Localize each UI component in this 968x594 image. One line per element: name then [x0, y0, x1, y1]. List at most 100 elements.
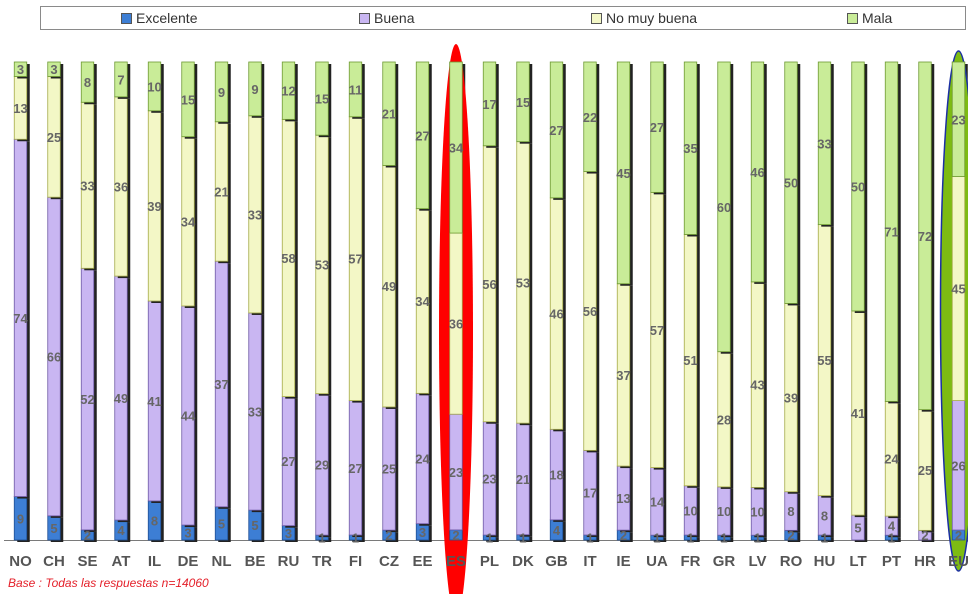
- data-label-be-1: 33: [248, 405, 262, 420]
- data-label-fr-2: 51: [683, 353, 697, 368]
- category-label-lt: LT: [849, 553, 866, 570]
- bar-segment-no-3: [13, 61, 28, 77]
- data-label-ee-2: 34: [415, 294, 430, 309]
- data-label-eu-2: 45: [951, 282, 965, 297]
- bar-segment-fr-3: [683, 61, 698, 235]
- data-label-hu-1: 8: [821, 508, 828, 523]
- data-label-no-1: 74: [13, 311, 28, 326]
- data-label-pl-0: 1: [486, 531, 493, 546]
- legend-swatch-excelente: [121, 12, 132, 24]
- data-label-lt-2: 41: [851, 406, 865, 421]
- data-label-de-0: 3: [184, 526, 191, 541]
- bar-segment-pl-3: [482, 61, 497, 147]
- category-label-gr: GR: [713, 553, 736, 570]
- data-label-es-0: 2: [452, 528, 459, 543]
- data-label-ie-2: 37: [616, 368, 630, 383]
- category-label-be: BE: [245, 553, 266, 570]
- data-label-gb-2: 46: [549, 307, 563, 322]
- data-label-hu-0: 1: [821, 531, 828, 546]
- data-label-hr-2: 25: [918, 463, 932, 478]
- data-label-de-1: 44: [181, 409, 196, 424]
- bar-segment-ro-3: [784, 61, 798, 304]
- bar-segment-it-3: [583, 61, 597, 172]
- chart-legend: Excelente Buena No muy buena Mala: [40, 6, 966, 30]
- data-label-es-2: 36: [449, 317, 463, 332]
- category-label-pt: PT: [882, 553, 901, 570]
- data-label-it-3: 22: [583, 110, 597, 125]
- bar-segment-ru-3: [281, 61, 296, 120]
- data-label-dk-3: 15: [516, 95, 530, 110]
- data-label-lv-3: 46: [750, 165, 764, 180]
- data-label-il-2: 39: [147, 199, 161, 214]
- data-label-fi-2: 57: [348, 252, 362, 267]
- bar-segment-at-3: [114, 61, 128, 98]
- data-label-il-0: 8: [151, 513, 158, 528]
- bar-segment-hr-3: [918, 61, 932, 411]
- data-label-lt-1: 5: [854, 521, 861, 536]
- category-label-lv: LV: [748, 553, 766, 570]
- data-label-il-1: 41: [147, 394, 161, 409]
- category-label-cz: CZ: [379, 553, 399, 570]
- data-label-fi-1: 27: [348, 461, 362, 476]
- data-label-hr-3: 72: [918, 229, 932, 244]
- data-label-at-3: 7: [117, 72, 124, 87]
- legend-swatch-no-muy-buena: [591, 12, 602, 24]
- data-label-lv-0: 1: [754, 531, 761, 546]
- data-label-be-0: 5: [251, 518, 258, 533]
- bar-segment-top-es-3: [449, 61, 463, 234]
- data-label-gr-1: 10: [717, 504, 731, 519]
- data-label-hu-2: 55: [817, 353, 831, 368]
- data-label-ie-3: 45: [616, 166, 630, 181]
- data-label-ru-0: 3: [285, 526, 292, 541]
- data-label-cz-0: 2: [385, 528, 392, 543]
- bar-segment-gr-3: [717, 61, 731, 353]
- data-label-at-0: 4: [117, 523, 125, 538]
- category-label-ee: EE: [412, 553, 432, 570]
- data-label-pt-0: 1: [888, 531, 895, 546]
- data-label-ru-3: 12: [281, 84, 295, 99]
- data-label-es-3: 34: [449, 141, 464, 156]
- data-label-tr-2: 53: [315, 257, 329, 272]
- data-label-ua-2: 57: [650, 323, 664, 338]
- data-label-ro-2: 39: [784, 391, 798, 406]
- data-label-ro-0: 2: [787, 528, 794, 543]
- data-label-nl-0: 5: [218, 516, 225, 531]
- category-label-il: IL: [148, 553, 161, 570]
- bar-segment-pt-3: [884, 61, 899, 402]
- data-label-se-3: 8: [84, 75, 91, 90]
- data-label-eu-0: 2: [955, 528, 962, 543]
- category-label-no: NO: [9, 553, 32, 570]
- data-label-pt-1: 4: [888, 519, 896, 534]
- data-label-gr-3: 60: [717, 200, 731, 215]
- data-label-be-3: 9: [251, 82, 258, 97]
- bar-segment-fi-3: [348, 61, 363, 118]
- data-label-eu-1: 26: [951, 458, 965, 473]
- data-label-nl-1: 37: [214, 377, 228, 392]
- category-label-hr: HR: [914, 553, 936, 570]
- category-label-hu: HU: [814, 553, 836, 570]
- data-label-ro-3: 50: [784, 176, 798, 191]
- category-label-ru: RU: [278, 553, 300, 570]
- category-label-gb: GB: [545, 553, 568, 570]
- category-label-ro: RO: [780, 553, 803, 570]
- data-label-be-2: 33: [248, 207, 262, 222]
- category-label-de: DE: [178, 553, 199, 570]
- data-label-ie-0: 2: [620, 528, 627, 543]
- data-label-il-3: 10: [147, 79, 161, 94]
- category-label-se: SE: [77, 553, 97, 570]
- legend-label-buena: Buena: [374, 10, 415, 26]
- category-label-tr: TR: [312, 553, 332, 570]
- data-label-cz-2: 49: [382, 279, 396, 294]
- bar-segment-se-3: [80, 61, 95, 103]
- data-label-no-3: 3: [17, 62, 24, 77]
- data-label-hr-1: 2: [921, 528, 928, 543]
- bar-segment-ch-3: [47, 61, 61, 77]
- data-label-dk-0: 1: [519, 530, 526, 545]
- data-label-it-2: 56: [583, 304, 597, 319]
- data-label-ua-0: 1: [653, 531, 660, 546]
- legend-swatch-buena: [359, 12, 370, 24]
- category-label-fr: FR: [681, 553, 701, 570]
- data-label-lv-2: 43: [750, 378, 764, 393]
- data-label-tr-3: 15: [315, 92, 329, 107]
